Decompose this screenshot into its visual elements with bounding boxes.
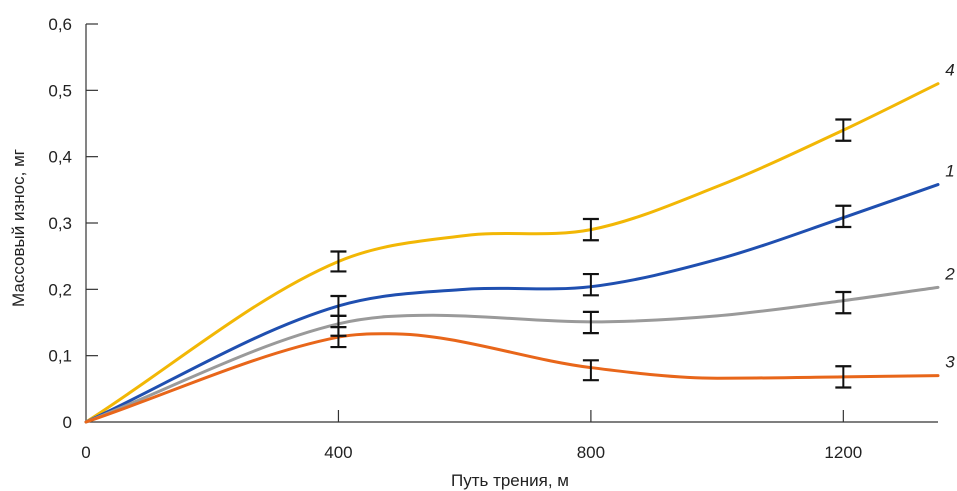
error-bar-3 (835, 365, 852, 389)
error-bar-4 (582, 217, 599, 242)
error-bar-1 (330, 294, 347, 317)
y-tick-label: 0,6 (48, 15, 72, 34)
error-bars (330, 118, 852, 389)
series-lines (84, 82, 940, 424)
series-line-1 (84, 183, 940, 424)
y-tick-label: 0,3 (48, 214, 72, 233)
series-label-2: 2 (944, 264, 955, 283)
error-bar-2 (835, 290, 852, 315)
x-tick-label: 800 (577, 443, 605, 462)
error-bar-1 (582, 272, 599, 297)
y-tick-label: 0,2 (48, 280, 72, 299)
series-label-1: 1 (945, 162, 954, 181)
y-tick-label: 0,5 (48, 81, 72, 100)
error-bar-3 (582, 359, 599, 382)
x-tick-label: 0 (81, 443, 90, 462)
series-label-3: 3 (945, 353, 955, 372)
x-axis-title: Путь трения, м (451, 471, 569, 490)
y-tick-label: 0 (63, 413, 72, 432)
error-bar-1 (835, 204, 852, 229)
error-bar-4 (835, 118, 852, 142)
x-tick-label: 400 (324, 443, 352, 462)
series-line-4 (84, 82, 940, 424)
series-label-4: 4 (945, 61, 954, 80)
x-ticks: 0 400 800 1200 (81, 410, 862, 462)
y-axis-title: Массовый износ, мг (9, 149, 28, 307)
y-tick-label: 0,4 (48, 148, 72, 167)
axes (85, 24, 938, 423)
series-line-2 (84, 285, 940, 424)
series-line-3 (84, 332, 940, 424)
x-tick-label: 1200 (824, 443, 862, 462)
error-bar-4 (330, 250, 347, 273)
error-bar-2 (582, 310, 599, 335)
series-labels: 4 1 2 3 (944, 61, 955, 372)
y-tick-label: 0,1 (48, 347, 72, 366)
y-ticks: 0 0,1 0,2 0,3 0,4 0,5 0,6 (48, 15, 98, 432)
error-bar-3 (330, 326, 347, 349)
